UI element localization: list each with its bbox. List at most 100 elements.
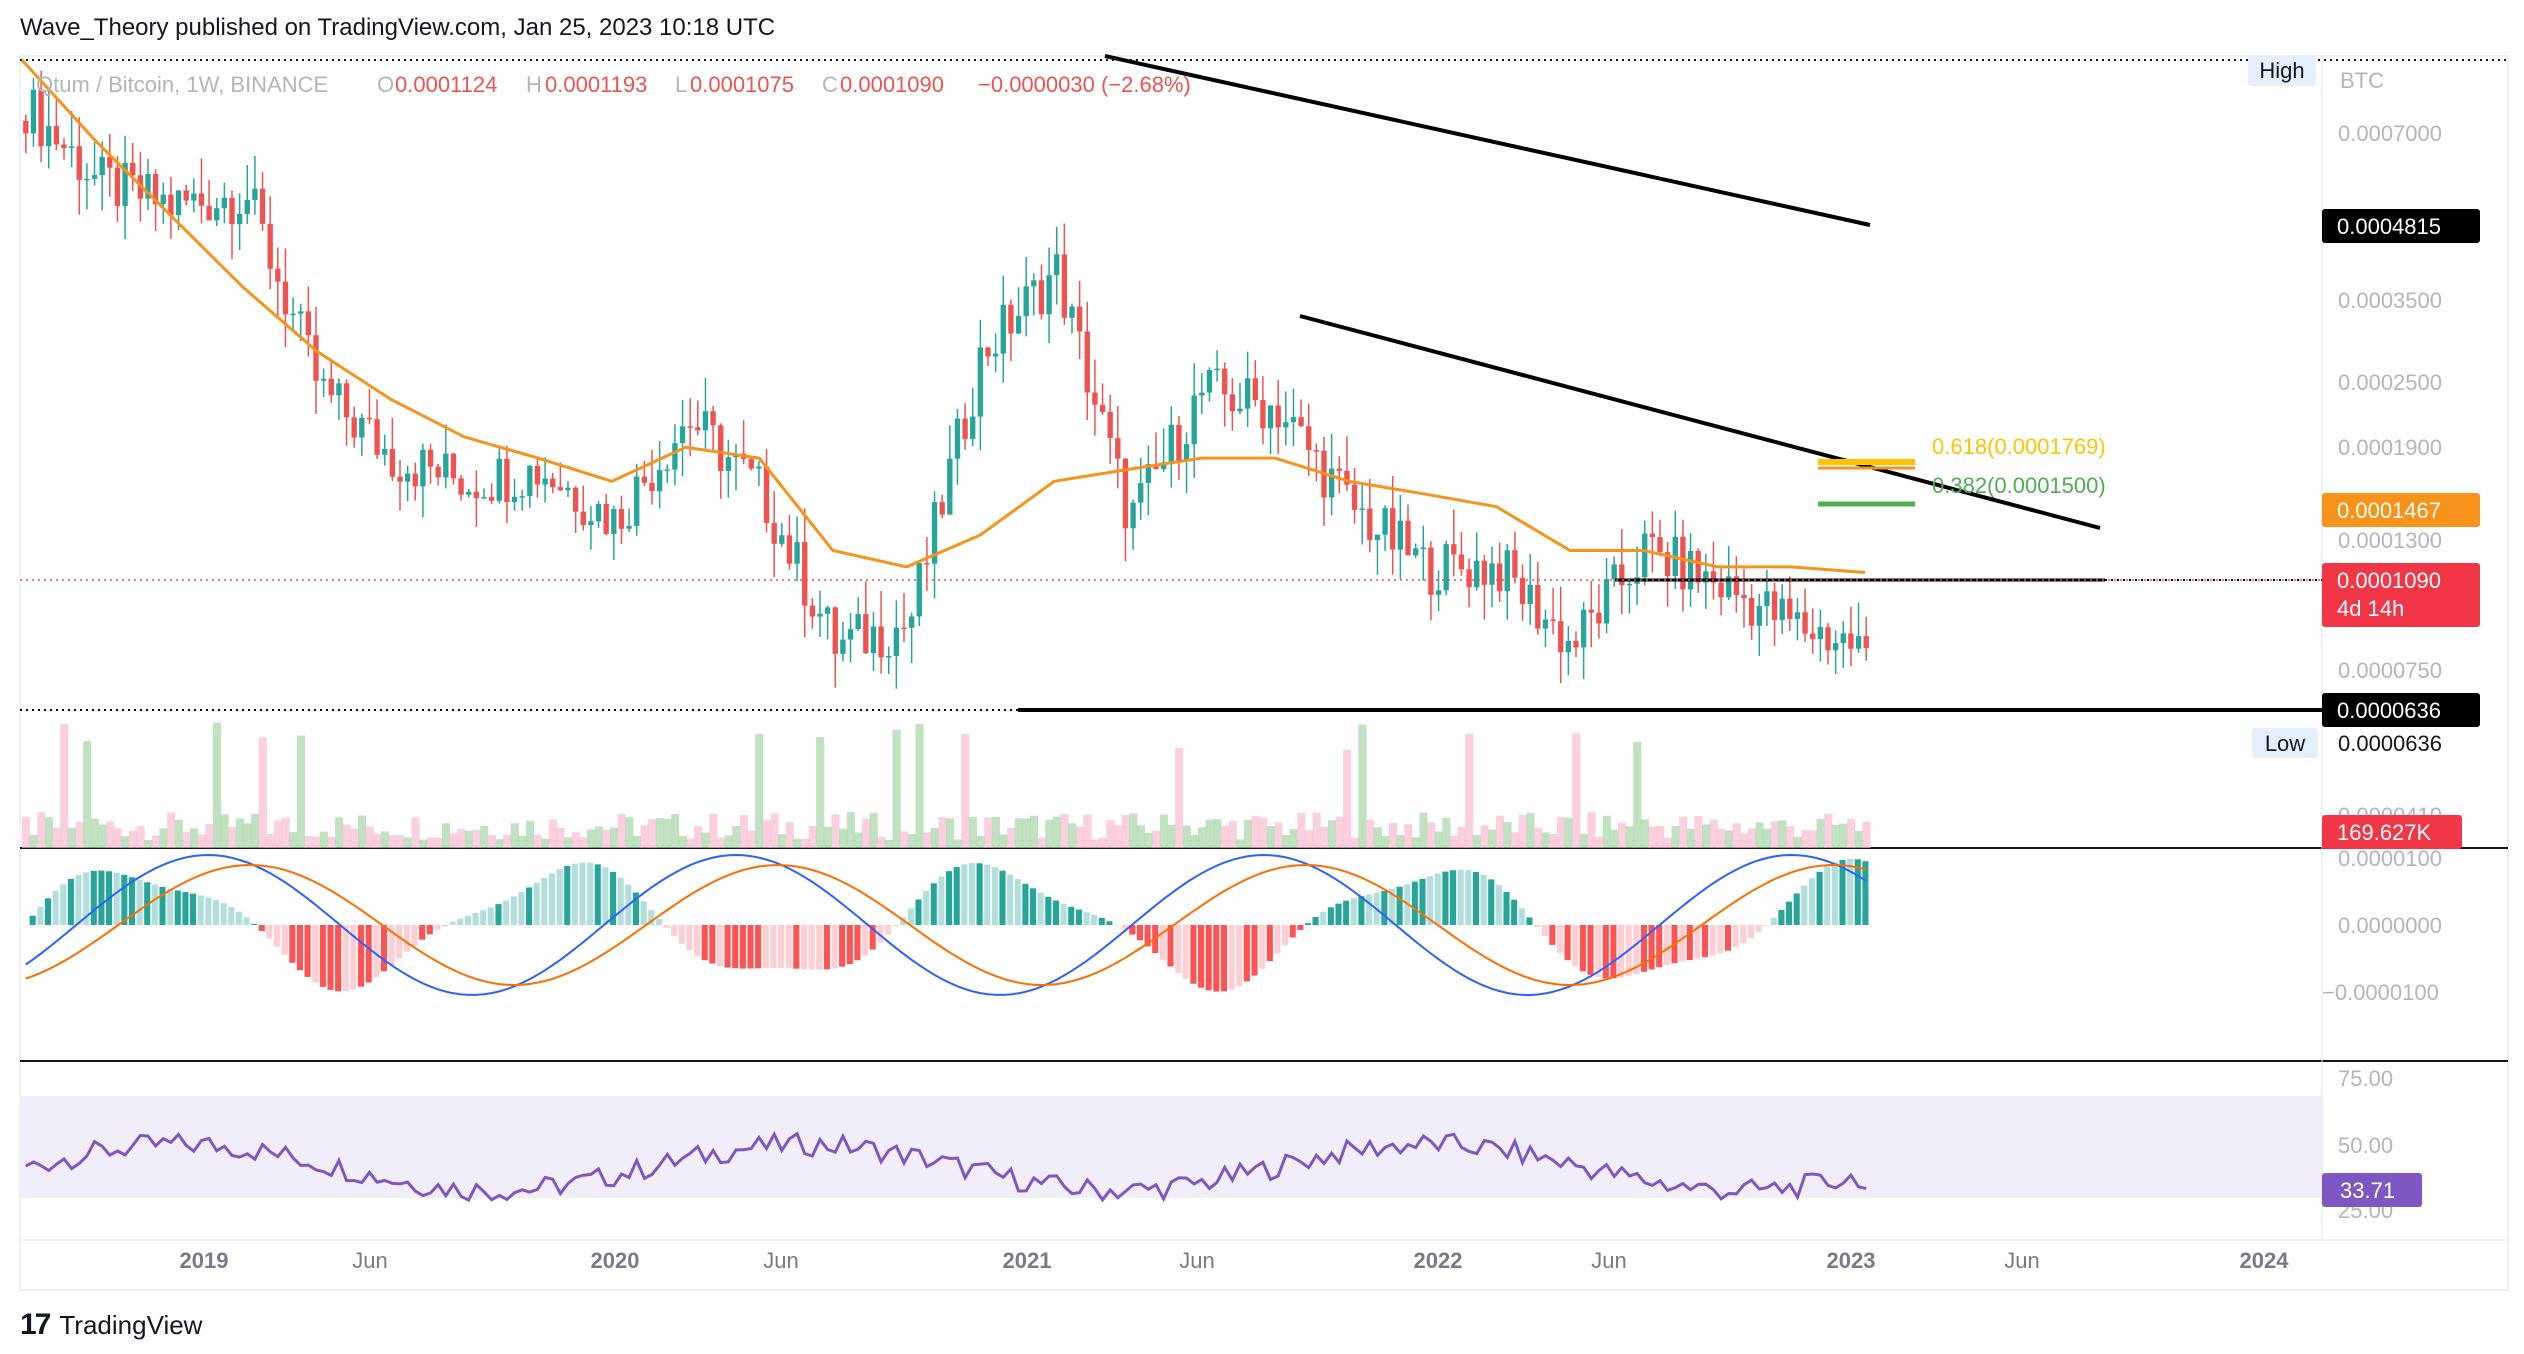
candle-body — [970, 416, 976, 439]
macd-histogram-bar — [243, 917, 250, 925]
macd-histogram-bar — [663, 925, 670, 928]
price-axis[interactable]: High BTC 0.0007000 0.0003500 0.0002500 0… — [2248, 56, 2480, 849]
candle-body — [1504, 550, 1510, 592]
volume-bar — [617, 814, 626, 848]
volume-bar — [1106, 820, 1115, 848]
time-tick: Jun — [352, 1248, 387, 1273]
macd-histogram-bar — [1694, 925, 1701, 959]
footer-brand[interactable]: 17 TradingView — [20, 1308, 202, 1342]
macd-histogram-bar — [571, 863, 578, 925]
candle-body — [443, 453, 449, 478]
macd-histogram-bar — [762, 925, 769, 969]
candle-body — [1069, 306, 1075, 318]
macd-histogram-bar — [1083, 912, 1090, 925]
volume-bar — [37, 812, 46, 848]
volume-bar — [1114, 825, 1123, 848]
time-axis[interactable]: 2019 Jun 2020 Jun 2021 Jun 2022 Jun 2023… — [180, 1248, 2290, 1273]
macd-axis[interactable]: 0.0000100 0.0000000 −0.0000100 — [2322, 846, 2442, 1005]
volume-bar — [610, 827, 619, 848]
candle-body — [1138, 482, 1144, 503]
candle-body — [1695, 550, 1701, 583]
macd-histogram-bar — [289, 925, 296, 963]
volume-bar — [503, 834, 512, 848]
candle-body — [1199, 392, 1205, 396]
rsi-axis[interactable]: 75.00 50.00 25.00 33.71 — [2322, 1066, 2422, 1223]
candle-body — [718, 425, 724, 471]
candle-body — [481, 497, 487, 499]
macd-histogram-bar — [854, 925, 861, 961]
volume-bar — [266, 833, 275, 848]
time-tick: 2020 — [591, 1248, 640, 1273]
volume-bar — [442, 823, 451, 848]
macd-histogram-bar — [1541, 925, 1548, 936]
rsi-line — [25, 1130, 1867, 1203]
volume-bar — [526, 820, 535, 848]
macd-histogram-bar — [258, 925, 265, 932]
candle-body — [1397, 520, 1404, 550]
candle-body — [1527, 584, 1533, 604]
low-line-price-text: 0.0000636 — [2337, 698, 2441, 723]
macd-histogram-bar — [388, 925, 395, 965]
macd-histogram-bar — [907, 908, 914, 925]
volume-bar — [22, 817, 31, 848]
candle-body — [1458, 554, 1465, 570]
macd-histogram-bar — [342, 925, 349, 992]
macd-histogram-bar — [701, 925, 708, 961]
candle-body — [206, 205, 212, 221]
macd-histogram-bar — [1259, 925, 1266, 969]
candle-body — [817, 613, 823, 617]
time-tick: Jun — [2004, 1248, 2039, 1273]
volume-bar — [205, 823, 214, 848]
macd-histogram-bar — [1709, 925, 1716, 956]
candle-body — [1817, 627, 1824, 640]
candle-body — [1848, 633, 1854, 649]
chart-frame — [19, 55, 2509, 1291]
candle-body — [1405, 520, 1411, 556]
macd-histogram-bar — [541, 877, 548, 925]
last-price-tag — [2322, 563, 2480, 627]
candle-body — [1855, 636, 1862, 649]
volume-bar — [1717, 828, 1726, 848]
macd-histogram-bar — [1182, 925, 1189, 979]
macd-histogram-bar — [1465, 870, 1472, 925]
lower-trendline[interactable] — [1299, 314, 2101, 530]
macd-histogram-bar — [709, 925, 716, 964]
candle-body — [183, 190, 189, 201]
macd-histogram-bar — [205, 897, 212, 925]
macd-histogram-bar — [785, 925, 792, 969]
volume-bar — [1862, 821, 1871, 848]
candle-body — [840, 639, 846, 654]
volume-tag — [2322, 815, 2462, 849]
candle-body — [359, 417, 365, 438]
macd-histogram-bar — [1732, 925, 1739, 948]
legend-c-value: 0.0001090 — [840, 72, 944, 97]
macd-histogram-bar — [984, 864, 991, 925]
macd-histogram-bar — [1320, 911, 1327, 925]
volume-bar — [1572, 733, 1581, 848]
volume-bar — [365, 826, 374, 848]
footer-brand-label: TradingView — [59, 1309, 203, 1340]
macd-histogram-bar — [510, 896, 517, 925]
volume-bar — [487, 835, 496, 848]
volume-bar — [1579, 833, 1588, 848]
candle-body — [1283, 422, 1289, 428]
candle-body — [1619, 564, 1625, 586]
volume-bar — [556, 827, 565, 848]
legend-c-label: C — [822, 72, 838, 97]
macd-histogram-bar — [716, 925, 724, 967]
candle-body — [1176, 425, 1182, 462]
candle-body — [672, 443, 678, 470]
candle-body — [519, 496, 525, 498]
candle-body — [931, 502, 938, 564]
volume-bar — [98, 824, 107, 848]
candle-body — [1748, 597, 1755, 626]
volume-bar — [1816, 819, 1825, 848]
volume-bar — [1030, 815, 1039, 848]
macd-histogram-bar — [197, 895, 204, 925]
volume-bar — [1052, 816, 1062, 848]
volume-bar — [426, 837, 435, 848]
upper-trendline[interactable] — [1104, 54, 1871, 227]
candle-body — [397, 476, 403, 482]
volume-bar — [1770, 821, 1779, 848]
